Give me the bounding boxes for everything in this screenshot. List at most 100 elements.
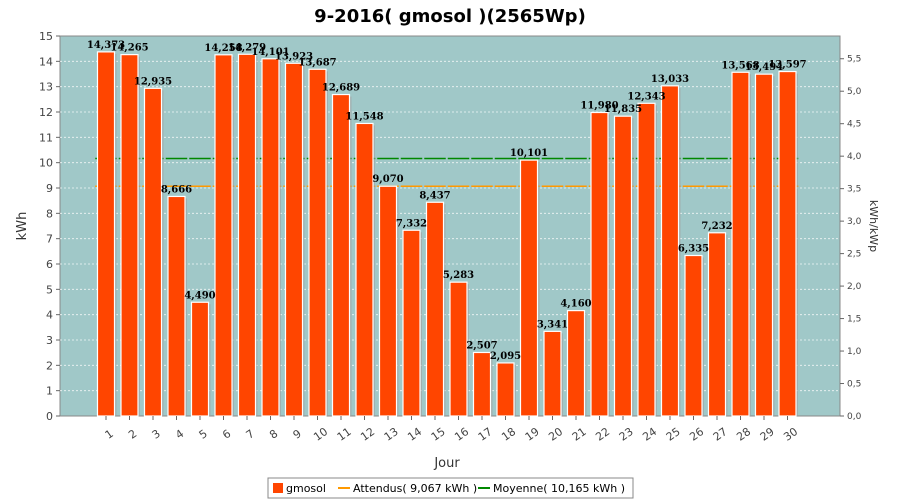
y-tick-label: 1: [46, 385, 53, 398]
y2-tick-label: 5,0: [847, 87, 862, 97]
y-tick-label: 10: [39, 157, 53, 170]
bar: [143, 87, 163, 417]
x-tick-label: 5: [197, 427, 210, 442]
y2-tick-label: 2,0: [847, 282, 862, 292]
x-tick-label: 20: [546, 425, 565, 444]
y2-tick-label: 4,5: [847, 120, 861, 130]
bar: [684, 254, 703, 417]
x-tick-label: 2: [126, 427, 139, 442]
x-tick-label: 24: [640, 425, 659, 444]
bar: [613, 115, 633, 417]
data-label: 12,935: [134, 76, 172, 87]
bar: [660, 85, 680, 417]
bar: [519, 159, 539, 417]
bar: [308, 68, 327, 417]
data-label: 12,689: [322, 83, 360, 94]
x-tick-label: 26: [687, 425, 706, 444]
bar: [237, 53, 257, 417]
data-label: 8,437: [419, 190, 450, 201]
x-tick-label: 18: [499, 425, 518, 444]
data-label: 2,507: [466, 340, 497, 351]
x-tick-label: 21: [570, 425, 589, 444]
data-label: 10,101: [510, 148, 548, 159]
x-tick-label: 11: [335, 425, 354, 444]
data-label: 4,490: [184, 290, 215, 301]
bar: [167, 195, 186, 417]
y-tick-label: 6: [46, 258, 53, 271]
data-label: 4,160: [560, 299, 591, 310]
data-label: 11,835: [604, 104, 642, 115]
legend-box: [267, 477, 634, 499]
bar: [378, 185, 398, 417]
bar: [355, 122, 374, 417]
x-tick-label: 6: [220, 427, 233, 442]
data-label: 5,283: [443, 270, 474, 281]
bars: [96, 51, 798, 417]
bar: [96, 51, 116, 417]
y-tick-label: 11: [39, 131, 53, 144]
x-tick-label: 9: [291, 427, 304, 442]
bar: [778, 70, 797, 417]
data-label: 13,597: [768, 60, 806, 71]
data-label: 9,070: [372, 174, 403, 185]
data-label: 6,335: [678, 244, 709, 255]
x-tick-label: 8: [267, 427, 280, 442]
x-tick-label: 25: [664, 425, 683, 444]
x-tick-label: 16: [452, 425, 471, 444]
x-tick-label: 19: [523, 425, 542, 444]
y-tick-label: 15: [39, 30, 53, 43]
data-label: 14,265: [110, 43, 148, 54]
data-label: 12,343: [627, 91, 665, 102]
bar: [472, 351, 492, 417]
data-label: 14,101: [251, 47, 289, 58]
legend-label-ref: Moyenne( 10,165 kWh ): [493, 482, 625, 495]
y2-tick-label: 0,0: [847, 412, 862, 422]
legend-swatch-gmosol: [273, 483, 283, 493]
y-tick-label: 13: [39, 81, 53, 94]
x-tick-label: 12: [358, 425, 377, 444]
y2-tick-label: 3,0: [847, 217, 862, 227]
bar: [731, 71, 750, 417]
y-tick-label: 8: [46, 207, 53, 220]
bar: [261, 58, 280, 417]
data-label: 3,341: [537, 319, 568, 330]
x-tick-label: 23: [617, 425, 636, 444]
x-tick-label: 27: [711, 425, 730, 444]
bar: [496, 362, 515, 417]
bar: [637, 102, 656, 417]
bar: [214, 54, 233, 417]
bar: [566, 310, 586, 417]
y2-tick-label: 3,5: [847, 185, 861, 195]
y2-tick-label: 4,0: [847, 152, 862, 162]
x-tick-label: 1: [103, 427, 116, 442]
legend: gmosol Attendus( 9,067 kWh ) Moyenne( 10,1…: [267, 477, 634, 499]
data-label: 11,548: [345, 111, 383, 122]
legend-label-gmosol: gmosol: [286, 482, 326, 495]
y-tick-label: 7: [46, 233, 53, 246]
data-label: 11,980: [580, 101, 618, 112]
data-label: 14,373: [87, 40, 125, 51]
data-label: 8,666: [161, 184, 192, 195]
data-label: 13,033: [651, 74, 689, 85]
x-tick-label: 13: [382, 425, 401, 444]
x-tick-label: 15: [429, 425, 448, 444]
bar: [425, 201, 445, 417]
y2-tick-label: 0,5: [847, 380, 861, 390]
x-tick-label: 14: [405, 425, 424, 444]
x-tick-label: 28: [734, 425, 753, 444]
bar: [754, 73, 774, 417]
chart-title: 9-2016( gmosol )(2565Wp): [314, 6, 586, 27]
x-tick-label: 7: [244, 427, 257, 442]
bar: [120, 54, 139, 417]
data-label: 13,568: [721, 60, 759, 71]
y-tick-label: 12: [39, 106, 53, 119]
y2-tick-label: 1,5: [847, 315, 861, 325]
bar: [543, 330, 562, 417]
data-label: 13,923: [275, 51, 313, 62]
bar: [590, 111, 609, 417]
y-tick-label: 5: [46, 283, 53, 296]
y-tick-label: 2: [46, 359, 53, 372]
